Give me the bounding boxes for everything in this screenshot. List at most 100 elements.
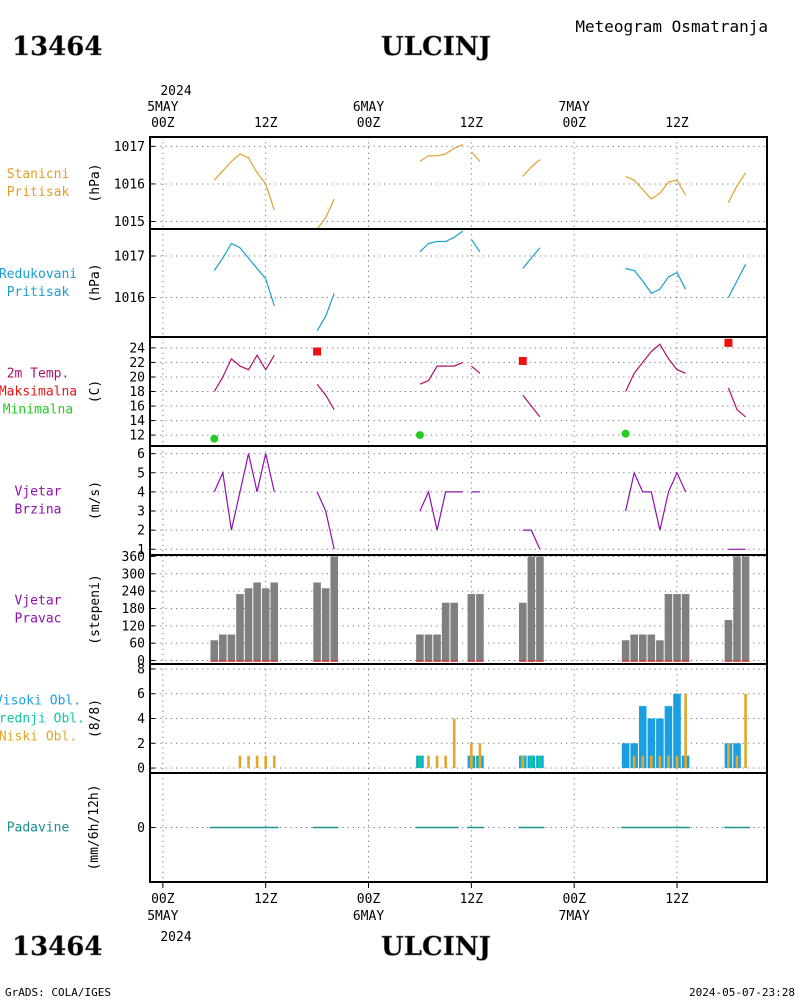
y-axis-label: (stepeni) xyxy=(88,574,103,644)
top-day-label: 6MAY xyxy=(353,100,384,115)
wind-direction-bar xyxy=(261,588,270,661)
top-tick-label: 12Z xyxy=(665,116,689,131)
y-axis-label: (hPa) xyxy=(88,263,103,302)
cloud-bar-2 xyxy=(727,743,730,769)
wind-direction-bar xyxy=(236,594,244,661)
panel-reduced-pressure: 1016 1017 (hPa) Redukovani Pritisak xyxy=(0,228,768,338)
wind-direction-bar xyxy=(741,556,750,661)
panel-label-line: Niski Obl. xyxy=(0,730,77,745)
wind-direction-bar xyxy=(518,602,527,661)
wind-direction-bar xyxy=(664,594,673,661)
cloud-bar-0 xyxy=(673,693,681,769)
wind-direction-bar xyxy=(467,594,476,661)
wind-direction-bar xyxy=(253,582,261,661)
y-tick-label: 1015 xyxy=(114,215,145,230)
panel-frame xyxy=(149,336,768,447)
panel-label-line: Stanicni xyxy=(7,167,70,182)
y-tick-label: 60 xyxy=(129,637,145,652)
top-tick-label: 00Z xyxy=(357,116,381,131)
y-tick-label: 6 xyxy=(137,447,145,462)
panel-frame xyxy=(149,445,768,556)
cloud-bar-2 xyxy=(427,755,430,769)
series-segment xyxy=(470,239,481,253)
panel-wind-direction: 0 60 120 180 240 300 360 (stepeni) Vjetar Pravac xyxy=(15,550,768,669)
wind-direction-bar xyxy=(313,582,321,661)
station-id-top: 13464 xyxy=(12,32,102,62)
cloud-bar-2 xyxy=(264,755,268,769)
tmax-marker xyxy=(518,356,527,365)
panel-wind-speed: 1 2 3 4 5 6 (m/s) Vjetar Brzina xyxy=(15,445,768,558)
panel-label-line: 2m Temp. xyxy=(7,367,70,382)
cloud-bar-2 xyxy=(667,755,670,769)
y-tick-label: 300 xyxy=(122,567,145,582)
top-time-axis: 00Z 12Z 00Z 12Z 00Z 12Z 5MAY 6MAY 7MAY xyxy=(147,100,689,131)
series-segment xyxy=(419,361,464,385)
cloud-bar-1 xyxy=(417,755,423,769)
cloud-bar-2 xyxy=(435,755,439,769)
grads-credit: GrADS: COLA/IGES xyxy=(5,986,111,999)
y-axis-label: (8/8) xyxy=(88,699,103,738)
y-tick-label: 20 xyxy=(129,370,145,385)
top-tick-label: 00Z xyxy=(151,116,175,131)
station-name-top: ULCINJ xyxy=(381,32,491,62)
cloud-bar-0 xyxy=(656,718,664,769)
y-tick-label: 120 xyxy=(122,619,145,634)
wind-direction-bar xyxy=(476,594,484,661)
bottom-tick-label: 00Z xyxy=(357,892,381,907)
y-tick-label: 1016 xyxy=(114,291,145,306)
series-segment xyxy=(419,490,463,531)
chart-title: Meteogram Osmatranja xyxy=(575,17,768,36)
tmax-marker xyxy=(724,338,733,347)
wind-direction-bar xyxy=(441,602,450,661)
bottom-time-axis: 00Z 12Z 00Z 12Z 00Z 12Z 5MAY 6MAY 7MAY xyxy=(147,882,689,924)
tmin-marker xyxy=(621,429,630,438)
series-segment xyxy=(471,365,481,374)
cloud-bar-2 xyxy=(470,743,473,769)
y-tick-label: 8 xyxy=(137,662,145,677)
panel-frame xyxy=(149,772,768,883)
cloud-bar-0 xyxy=(621,743,630,769)
year-label-bottom: 2024 xyxy=(160,930,191,945)
station-id-bottom: 13464 xyxy=(12,932,102,962)
y-tick-label: 3 xyxy=(137,505,145,520)
cloud-bar-2 xyxy=(247,755,250,769)
tmin-marker xyxy=(210,434,219,443)
panel-label-line: Vjetar xyxy=(15,594,62,609)
top-tick-label: 00Z xyxy=(562,116,586,131)
panel-label-line: Maksimalna xyxy=(0,385,77,400)
cloud-bar-1 xyxy=(537,755,542,769)
bottom-tick-label: 00Z xyxy=(151,892,175,907)
y-tick-label: 6 xyxy=(137,687,145,702)
series-segment xyxy=(522,529,541,550)
cloud-bar-2 xyxy=(478,743,482,769)
wind-direction-bar xyxy=(638,634,647,661)
panel-label-line: Padavine xyxy=(7,821,70,836)
y-tick-label: 5 xyxy=(137,466,145,481)
y-tick-label: 1017 xyxy=(114,250,145,265)
cloud-bar-2 xyxy=(272,755,276,769)
wind-direction-bar xyxy=(416,634,424,661)
top-tick-label: 12Z xyxy=(460,116,484,131)
panel-label-line: Pritisak xyxy=(7,285,70,300)
panel-label-line: Redukovani xyxy=(0,267,77,282)
cloud-bar-2 xyxy=(641,755,645,769)
bottom-tick-label: 12Z xyxy=(460,892,484,907)
timestamp: 2024-05-07-23:28 xyxy=(689,986,795,999)
bottom-day-label: 7MAY xyxy=(559,909,590,924)
series-segment xyxy=(625,343,686,392)
y-tick-label: 12 xyxy=(129,429,145,444)
panel-label-line: Srednji Obl. xyxy=(0,712,85,727)
series-segment xyxy=(625,470,687,531)
wind-direction-bar xyxy=(219,634,227,661)
panel-frame xyxy=(149,136,768,230)
panel-precipitation: 0 (mm/6h/12h) Padavine xyxy=(7,772,768,883)
wind-direction-bar xyxy=(270,582,279,661)
series-segment xyxy=(213,153,275,211)
y-tick-label: 22 xyxy=(129,356,145,371)
wind-direction-bar xyxy=(630,634,638,661)
cloud-bar-2 xyxy=(735,755,739,769)
series-segment xyxy=(419,143,464,162)
series-segment xyxy=(727,264,747,298)
